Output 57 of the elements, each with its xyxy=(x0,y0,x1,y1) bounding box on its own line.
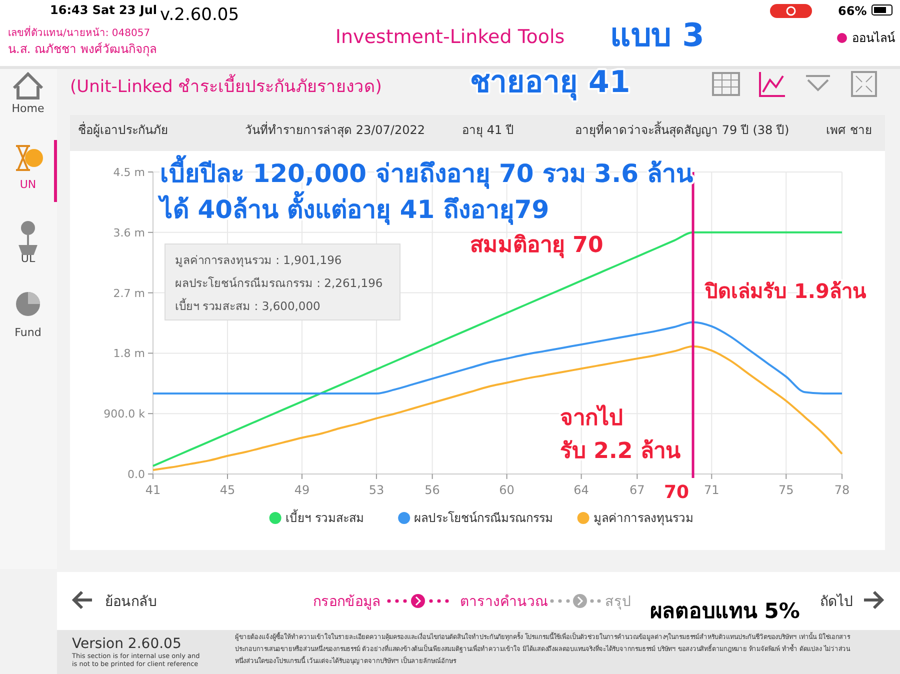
text: UN xyxy=(20,178,36,191)
text: ชายอายุ 41 xyxy=(470,65,630,101)
text: Fund xyxy=(14,326,42,339)
annotation: เบี้ยปีละ 120,000 จ่ายถึงอายุ 70 รวม 3.6 ล้าน xyxy=(160,154,694,190)
x-tick-label: 49 xyxy=(294,483,310,497)
x-tick-label: 71 xyxy=(704,483,720,497)
x-tick-label: 78 xyxy=(834,483,850,497)
chart-title: (Unit-Linked ชำระเบี้ยประกันภัยรายงวด) xyxy=(70,74,382,97)
ref-line-label: 70 xyxy=(664,482,690,503)
y-tick-label: 4.5 m xyxy=(113,166,145,179)
x-tick-label: 60 xyxy=(499,483,514,497)
legend-label: ผลประโยชน์กรณีมรณกรรม xyxy=(414,511,554,525)
text: ผลตอบแทน 5% xyxy=(650,599,800,623)
x-tick-label: 64 xyxy=(574,483,589,497)
annotation: รับ 2.2 ล้าน xyxy=(560,439,680,464)
text: ออนไลน์ xyxy=(852,31,895,45)
text: ย้อนกลับ xyxy=(105,594,157,610)
text: เลขที่ตัวแทน/นายหน้า: 048057 xyxy=(8,25,150,39)
text: อายุ 41 ปี xyxy=(462,123,514,138)
annotation: ได้ 40ล้าน ตั้งแต่อายุ 41 ถึงอายุ79 xyxy=(157,190,550,226)
line-series xyxy=(152,321,843,394)
y-tick-label: 2.7 m xyxy=(113,286,145,300)
text: ถัดไป xyxy=(820,593,853,610)
text: แบบ 3 xyxy=(610,16,704,54)
y-tick-label: 3.6 m xyxy=(113,226,145,240)
x-tick-label: 53 xyxy=(368,483,384,497)
text: น.ส. ณภัชชา พงศ์วัฒนกิจกุล xyxy=(8,42,156,57)
y-tick-label: 0.0 xyxy=(128,468,145,481)
text: ชื่อผู้เอาประกันภัย xyxy=(78,121,168,138)
text: Home xyxy=(12,102,44,115)
x-tick-label: 56 xyxy=(424,483,440,497)
y-tick-label: 900.0 k xyxy=(104,408,146,421)
text: 66% xyxy=(838,4,867,18)
text: Version 2.60.05 xyxy=(72,636,182,652)
annotation: ผลประโยชน์กรณีมรณกรรม : 2,261,196 xyxy=(175,276,383,290)
text: วันที่ทำรายการล่าสุด 23/07/2022 xyxy=(245,121,425,138)
x-tick-label: 41 xyxy=(145,483,161,497)
legend-label: มูลค่าการลงทุนรวม xyxy=(593,511,694,526)
text: กรอกข้อมูล xyxy=(313,594,381,610)
text: ตารางคำนวณ xyxy=(460,594,548,610)
x-tick-label: 45 xyxy=(220,483,236,497)
text: อายุที่คาดว่าจะสิ้นสุดสัญญา 79 ปี (38 ปี) xyxy=(575,121,790,138)
legend-label: เบี้ยฯ รวมสะสม xyxy=(285,509,364,525)
annotation: มูลค่าการลงทุนรวม : 1,901,196 xyxy=(175,253,342,267)
annotation: เบี้ยฯ รวมสะสม : 3,600,000 xyxy=(175,298,320,313)
text: 16:43 Sat 23 Jul xyxy=(50,3,158,17)
text: v.2.60.05 xyxy=(160,5,240,25)
text: สรุป xyxy=(605,594,631,610)
annotation: ปิดเล่มรับ 1.9ล้าน xyxy=(704,279,866,303)
text: Investment-Linked Tools xyxy=(335,26,565,48)
annotation: สมมติอายุ 70 xyxy=(470,233,604,259)
annotation: จากไป xyxy=(560,404,623,431)
line-series xyxy=(152,345,843,471)
y-tick-label: 1.8 m xyxy=(113,347,145,360)
x-tick-label: 75 xyxy=(778,483,794,497)
text: เพศ ชาย xyxy=(826,123,872,137)
x-tick-label: 67 xyxy=(630,483,645,497)
